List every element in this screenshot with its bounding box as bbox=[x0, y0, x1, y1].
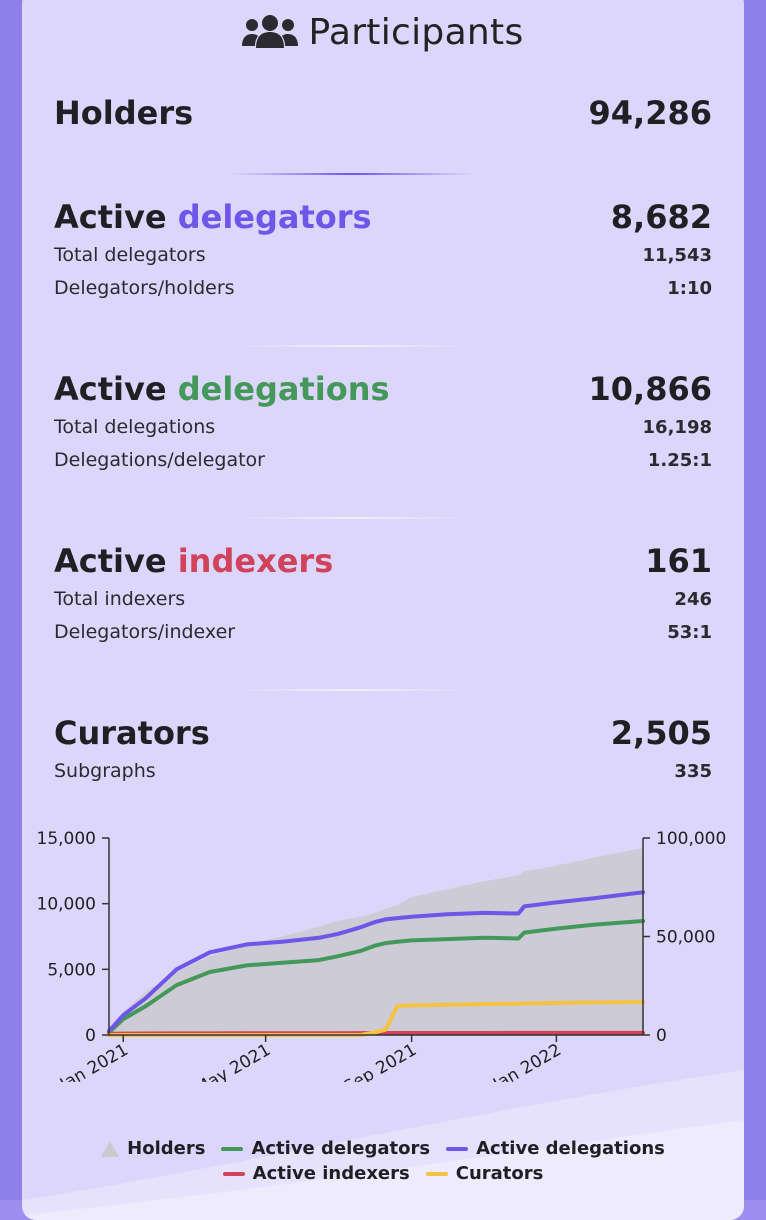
line-swatch-icon bbox=[446, 1146, 469, 1151]
delegators-holders-row: Delegators/holders 1:10 bbox=[54, 277, 712, 299]
chart-legend: Holders Active delegators Active delegat… bbox=[22, 1138, 744, 1188]
x-tick-label: May 2021 bbox=[192, 1040, 275, 1082]
background-left bbox=[0, 0, 22, 1200]
indexers-value: 161 bbox=[645, 542, 712, 580]
legend-row: Holders Active delegators Active delegat… bbox=[22, 1138, 744, 1159]
background-right bbox=[744, 0, 766, 1200]
y-left-tick-label: 10,000 bbox=[37, 895, 96, 915]
total-indexers-label: Total indexers bbox=[54, 588, 186, 610]
users-icon bbox=[242, 15, 299, 48]
area-swatch-icon bbox=[101, 1140, 120, 1157]
total-delegators-value: 11,543 bbox=[642, 245, 712, 266]
delegators-row: Active delegators 8,682 bbox=[54, 198, 712, 236]
series-line-active-delegators bbox=[107, 919, 645, 1035]
subgraphs-label: Subgraphs bbox=[54, 760, 156, 782]
holders-value: 94,286 bbox=[588, 94, 712, 132]
delegators-indexer-value: 53:1 bbox=[667, 622, 712, 643]
x-tick-label: Sep 2021 bbox=[340, 1040, 420, 1082]
line-swatch-icon bbox=[222, 1171, 245, 1176]
y-right-tick-label: 50,000 bbox=[656, 928, 715, 948]
legend-label: Active indexers bbox=[252, 1163, 410, 1184]
delegations-delegator-value: 1.25:1 bbox=[647, 450, 712, 471]
total-delegations-row: Total delegations 16,198 bbox=[54, 416, 712, 438]
y-left-tick-label: 15,000 bbox=[37, 829, 96, 849]
total-delegations-label: Total delegations bbox=[54, 416, 216, 438]
delegators-value: 8,682 bbox=[610, 198, 712, 236]
total-delegators-row: Total delegators 11,543 bbox=[54, 244, 712, 266]
y-left-tick-label: 0 bbox=[85, 1026, 96, 1046]
page-title: Participants bbox=[22, 12, 744, 53]
holders-label: Holders bbox=[54, 94, 194, 132]
curators-label: Curators bbox=[54, 714, 210, 752]
curators-value: 2,505 bbox=[610, 714, 712, 752]
delegators-label: Active delegators bbox=[54, 198, 372, 236]
delegators-indexer-row: Delegators/indexer 53:1 bbox=[54, 621, 712, 643]
legend-label: Holders bbox=[127, 1138, 206, 1159]
delegations-label: Active delegations bbox=[54, 370, 390, 408]
subgraphs-value: 335 bbox=[674, 761, 712, 782]
legend-label: Active delegators bbox=[251, 1138, 431, 1159]
separator bbox=[232, 345, 472, 347]
line-swatch-icon bbox=[221, 1146, 244, 1151]
legend-item-active-indexers[interactable]: Active indexers bbox=[222, 1163, 410, 1184]
total-delegators-label: Total delegators bbox=[54, 244, 206, 266]
legend-item-curators[interactable]: Curators bbox=[425, 1163, 544, 1184]
delegators-label-prefix: Active bbox=[54, 198, 178, 236]
delegators-holders-value: 1:10 bbox=[667, 278, 712, 299]
delegators-label-accent: delegators bbox=[177, 198, 372, 236]
subgraphs-row: Subgraphs 335 bbox=[54, 760, 712, 782]
y-right-tick-label: 100,000 bbox=[656, 829, 726, 849]
legend-item-holders[interactable]: Holders bbox=[101, 1138, 205, 1159]
x-tick-label: Jan 2022 bbox=[489, 1040, 565, 1082]
background-wave bbox=[22, 1070, 744, 1220]
delegators-indexer-label: Delegators/indexer bbox=[54, 621, 236, 643]
y-left-tick-label: 5,000 bbox=[47, 960, 96, 980]
legend-label: Curators bbox=[455, 1163, 544, 1184]
delegators-holders-label: Delegators/holders bbox=[54, 277, 235, 299]
legend-row: Active indexers Curators bbox=[22, 1163, 744, 1184]
holders-row: Holders 94,286 bbox=[54, 94, 712, 132]
series-area-holders bbox=[109, 847, 643, 1035]
title-text: Participants bbox=[308, 12, 524, 53]
indexers-label-prefix: Active bbox=[54, 542, 178, 580]
legend-label: Active delegations bbox=[476, 1138, 665, 1159]
delegations-delegator-row: Delegations/delegator 1.25:1 bbox=[54, 449, 712, 471]
legend-item-active-delegations[interactable]: Active delegations bbox=[446, 1138, 665, 1159]
total-delegations-value: 16,198 bbox=[642, 417, 712, 438]
delegations-value: 10,866 bbox=[588, 370, 712, 408]
delegations-delegator-label: Delegations/delegator bbox=[54, 449, 265, 471]
separator bbox=[232, 689, 472, 691]
curators-row: Curators 2,505 bbox=[54, 714, 712, 752]
delegations-label-accent: delegations bbox=[177, 370, 390, 408]
y-right-tick-label: 0 bbox=[656, 1026, 667, 1046]
participants-chart: 0 5,000 10,000 15,000 0 50,000 100,000 Jan 2021… bbox=[37, 829, 727, 1082]
total-indexers-value: 246 bbox=[674, 589, 712, 610]
x-tick-label: Jan 2021 bbox=[56, 1040, 132, 1082]
participants-panel: Participants Holders 94,286 Active deleg… bbox=[22, 0, 744, 1220]
series-line-active-delegations bbox=[107, 890, 645, 1034]
indexers-label-accent: indexers bbox=[177, 542, 334, 580]
indexers-row: Active indexers 161 bbox=[54, 542, 712, 580]
delegations-label-prefix: Active bbox=[54, 370, 178, 408]
line-swatch-icon bbox=[425, 1171, 448, 1176]
separator bbox=[232, 517, 472, 519]
total-indexers-row: Total indexers 246 bbox=[54, 588, 712, 610]
delegations-row: Active delegations 10,866 bbox=[54, 370, 712, 408]
legend-item-active-delegators[interactable]: Active delegators bbox=[221, 1138, 430, 1159]
separator bbox=[232, 173, 472, 175]
indexers-label: Active indexers bbox=[54, 542, 333, 580]
